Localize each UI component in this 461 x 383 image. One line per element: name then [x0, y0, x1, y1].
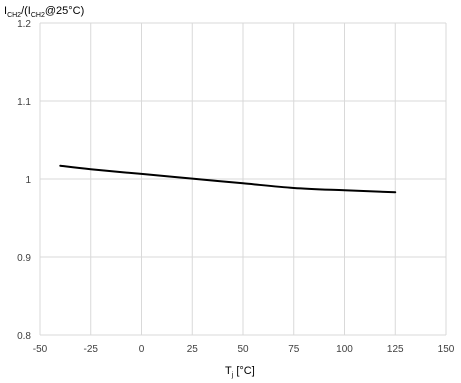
x-tick-label: -50: [33, 344, 48, 355]
series-line: [59, 164, 397, 194]
y-axis-title-mid: /(I: [21, 5, 31, 17]
x-tick-labels: -50 -25 0 25 50 75 100 125 150: [33, 344, 455, 355]
x-axis-title-tail: [°C]: [233, 365, 255, 377]
x-tick-label: 150: [438, 344, 455, 355]
x-axis-title-base: T: [225, 365, 232, 377]
y-axis-title-sub1: CH2: [7, 12, 21, 19]
y-axis-title: ICH2/(ICH2@25°C): [4, 5, 84, 19]
x-axis-title-sub: j: [231, 372, 234, 379]
y-tick-label: 0.8: [17, 331, 31, 342]
y-tick-label: 0.9: [17, 253, 31, 264]
y-tick-labels: 0.8 0.9 1 1.1 1.2: [17, 19, 31, 342]
x-tick-label: 100: [336, 344, 353, 355]
x-tick-label: 75: [288, 344, 300, 355]
y-tick-label: 1.1: [17, 97, 31, 108]
x-tick-label: 50: [237, 344, 249, 355]
y-axis-title-tail: @25°C): [45, 5, 84, 17]
x-tick-label: 0: [139, 344, 145, 355]
grid: [39, 22, 447, 336]
x-tick-label: 125: [387, 344, 404, 355]
series-layer: [59, 164, 397, 194]
y-tick-label: 1: [25, 175, 31, 186]
y-tick-label: 1.2: [17, 19, 31, 30]
y-axis-title-sub2: CH2: [31, 12, 45, 19]
x-tick-label: -25: [84, 344, 99, 355]
y-axis-title-base: I: [4, 5, 7, 17]
x-axis-title: Tj [°C]: [225, 365, 255, 379]
x-tick-label: 25: [187, 344, 199, 355]
